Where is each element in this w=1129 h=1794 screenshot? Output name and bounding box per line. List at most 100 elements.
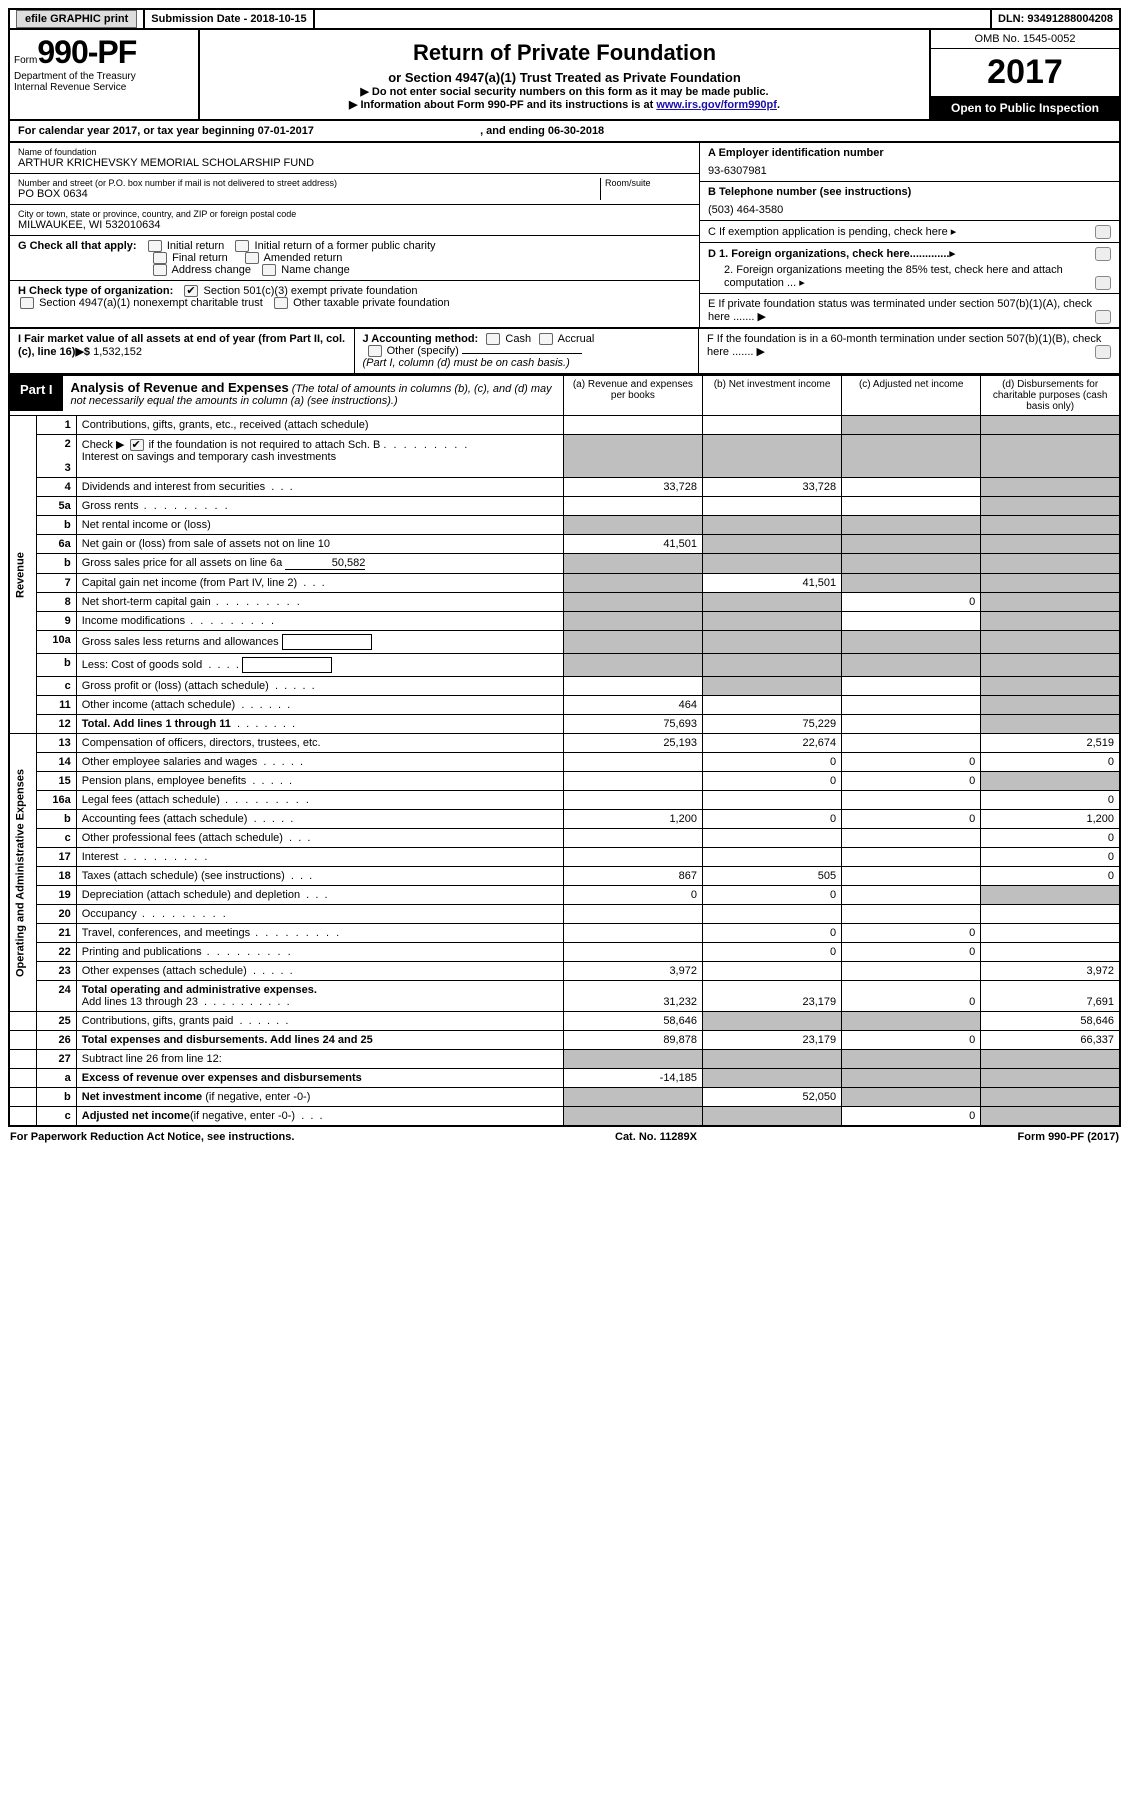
j-label: J Accounting method: [363, 333, 479, 345]
val-a: -14,185 [563, 1069, 702, 1088]
j-other: Other (specify) [387, 345, 459, 357]
cb-initial-former[interactable] [235, 240, 249, 252]
row-27b: b Net investment income (if negative, en… [9, 1088, 1120, 1107]
info-link-pre: ▶ Information about Form 990-PF and its … [349, 99, 656, 111]
line-num: c [37, 829, 76, 848]
row-20: 20 Occupancy [9, 905, 1120, 924]
line-desc: Pension plans, employee benefits . . . .… [76, 772, 563, 791]
line-desc: Accounting fees (attach schedule) . . . … [76, 810, 563, 829]
col-d-header: (d) Disbursements for charitable purpose… [981, 376, 1120, 416]
irs-label: Internal Revenue Service [14, 82, 194, 93]
line-num: 12 [37, 715, 76, 734]
line-num: c [37, 1107, 76, 1127]
line-desc: Net short-term capital gain [76, 593, 563, 612]
cb-other-method[interactable] [368, 345, 382, 357]
line-desc: Other expenses (attach schedule) . . . .… [76, 962, 563, 981]
cb-accrual[interactable] [539, 333, 553, 345]
line-desc: Adjusted net income(if negative, enter -… [76, 1107, 563, 1127]
line-num: 22 [37, 943, 76, 962]
row-16c: c Other professional fees (attach schedu… [9, 829, 1120, 848]
cb-exemption-pending[interactable] [1095, 225, 1111, 239]
line-num: 25 [37, 1012, 76, 1031]
val-a: 867 [563, 867, 702, 886]
phone-label: B Telephone number (see instructions) [708, 186, 911, 198]
row-13: Operating and Administrative Expenses 13… [9, 734, 1120, 753]
cal-begin: 07-01-2017 [258, 125, 314, 137]
f-label: F If the foundation is in a 60-month ter… [707, 333, 1101, 358]
val-a: 41,501 [563, 535, 702, 554]
phone-value: (503) 464-3580 [708, 204, 1111, 216]
line-desc: Net rental income or (loss) [76, 516, 563, 535]
line-desc: Total expenses and disbursements. Add li… [76, 1031, 563, 1050]
line-desc: Travel, conferences, and meetings [76, 924, 563, 943]
line-desc: Total. Add lines 1 through 11 . . . . . … [76, 715, 563, 734]
part1-table: Part I Analysis of Revenue and Expenses … [8, 375, 1121, 1127]
val-b: 75,229 [702, 715, 841, 734]
dept-treasury: Department of the Treasury [14, 71, 194, 82]
d1-label: D 1. Foreign organizations, check here..… [708, 248, 955, 260]
line-num: 6a [37, 535, 76, 554]
line-desc: Compensation of officers, directors, tru… [76, 734, 563, 753]
j-note: (Part I, column (d) must be on cash basi… [363, 357, 570, 369]
cb-initial-return[interactable] [148, 240, 162, 252]
line-num: 3 [65, 462, 71, 474]
row-5b: b Net rental income or (loss) [9, 516, 1120, 535]
row-6a: 6a Net gain or (loss) from sale of asset… [9, 535, 1120, 554]
form-prefix: Form [14, 55, 37, 66]
cb-4947[interactable] [20, 297, 34, 309]
val-b: 23,179 [702, 981, 841, 1012]
cb-501c3[interactable] [184, 285, 198, 297]
line-num: 18 [37, 867, 76, 886]
top-bar: efile GRAPHIC print Submission Date - 20… [8, 8, 1121, 30]
form-header: Form990-PF Department of the Treasury In… [8, 30, 1121, 121]
cb-name-change[interactable] [262, 264, 276, 276]
box-10b [242, 657, 332, 673]
cal-end: 06-30-2018 [548, 125, 604, 137]
form-subtitle: or Section 4947(a)(1) Trust Treated as P… [206, 70, 923, 85]
info-link-line: ▶ Information about Form 990-PF and its … [206, 98, 923, 111]
line-num: b [37, 516, 76, 535]
cb-schb-not-required[interactable] [130, 439, 144, 451]
row-27: 27 Subtract line 26 from line 12: [9, 1050, 1120, 1069]
j-accrual: Accrual [558, 333, 595, 345]
val-d: 0 [981, 753, 1120, 772]
row-16b: b Accounting fees (attach schedule) . . … [9, 810, 1120, 829]
row-19: 19 Depreciation (attach schedule) and de… [9, 886, 1120, 905]
omb-number: OMB No. 1545-0052 [931, 30, 1119, 49]
address-cell: Number and street (or P.O. box number if… [10, 174, 699, 205]
row-26: 26 Total expenses and disbursements. Add… [9, 1031, 1120, 1050]
val-d: 0 [981, 848, 1120, 867]
val-b: 505 [702, 867, 841, 886]
line-desc: Total operating and administrative expen… [76, 981, 563, 1012]
line-desc: Interest [76, 848, 563, 867]
phone-cell: B Telephone number (see instructions) (5… [700, 182, 1119, 221]
j-cash: Cash [505, 333, 531, 345]
info-grid: Name of foundation ARTHUR KRICHEVSKY MEM… [8, 143, 1121, 329]
cb-address-change[interactable] [153, 264, 167, 276]
irs-link[interactable]: www.irs.gov/form990pf [656, 99, 777, 111]
cb-amended[interactable] [245, 252, 259, 264]
room-label: Room/suite [605, 178, 691, 188]
cb-final[interactable] [153, 252, 167, 264]
line-desc: Check ▶ if the foundation is not require… [76, 435, 563, 478]
cb-cash[interactable] [486, 333, 500, 345]
row-5a: 5a Gross rents [9, 497, 1120, 516]
box-10a [282, 634, 372, 650]
cb-status-terminated[interactable] [1095, 310, 1111, 324]
efile-print-button[interactable]: efile GRAPHIC print [10, 10, 145, 28]
val-b: 22,674 [702, 734, 841, 753]
cb-foreign-85[interactable] [1095, 276, 1111, 290]
i-cell: I Fair market value of all assets at end… [10, 329, 355, 373]
row-14: 14 Other employee salaries and wages . .… [9, 753, 1120, 772]
row-17: 17 Interest 0 [9, 848, 1120, 867]
opt-initial: Initial return [167, 240, 224, 252]
cb-other-tax[interactable] [274, 297, 288, 309]
row-24: 24 Total operating and administrative ex… [9, 981, 1120, 1012]
val-b: 52,050 [702, 1088, 841, 1107]
val-b: 0 [702, 772, 841, 791]
val-a: 25,193 [563, 734, 702, 753]
opt-amended: Amended return [264, 252, 343, 264]
cb-foreign-org[interactable] [1095, 247, 1111, 261]
cb-60month[interactable] [1095, 345, 1111, 359]
header-center: Return of Private Foundation or Section … [200, 30, 929, 119]
